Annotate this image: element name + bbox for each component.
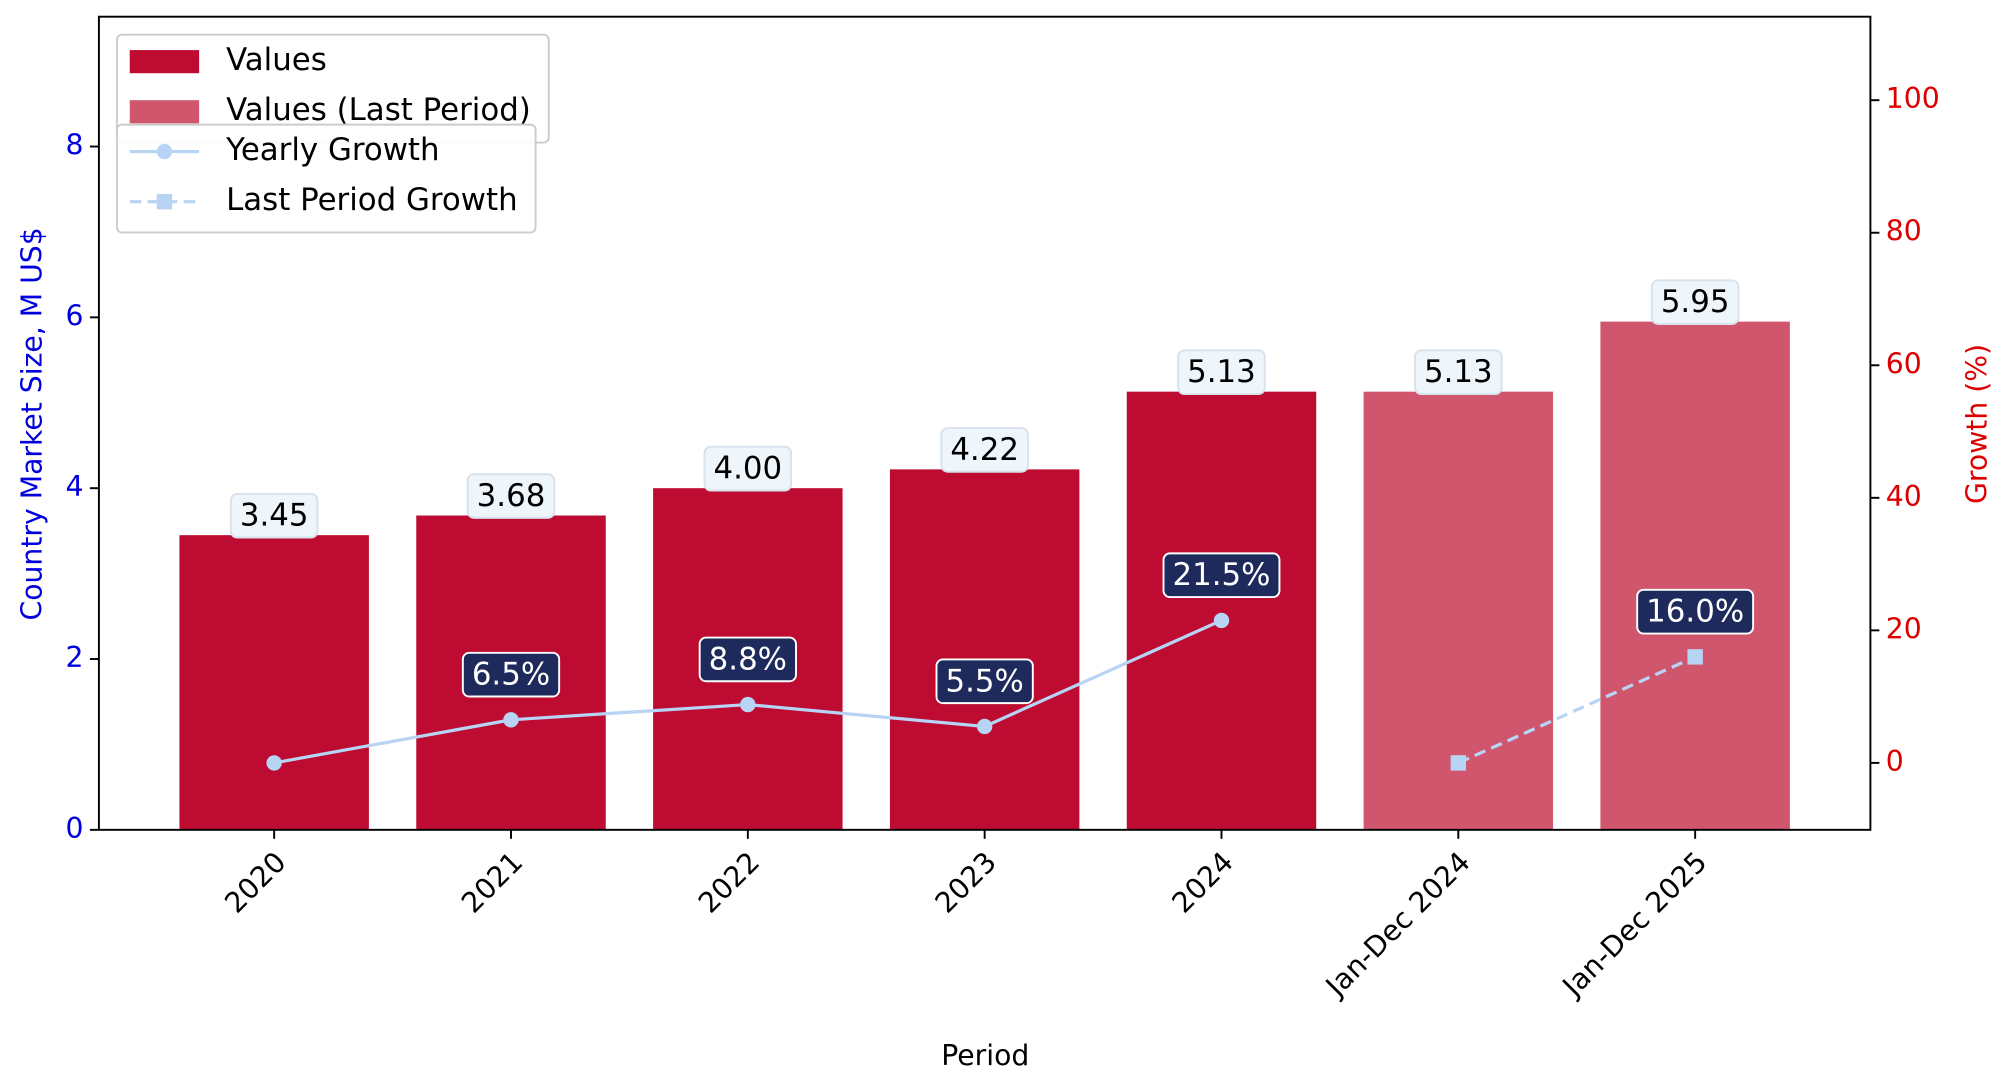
x-tick-label: 2024 xyxy=(1166,845,1240,919)
value-label-text: 5.95 xyxy=(1661,284,1730,320)
value-label-text: 5.13 xyxy=(1187,354,1256,390)
value-label-box xyxy=(698,636,797,683)
value-label: 6.5% xyxy=(461,651,561,698)
value-label-text: 3.68 xyxy=(477,478,546,514)
legend-swatch xyxy=(129,50,200,74)
marker xyxy=(266,755,282,771)
legend-label: Values xyxy=(226,42,327,78)
x-tick-label: 2021 xyxy=(455,845,529,919)
value-label-text: 16.0% xyxy=(1646,594,1744,630)
legend-label: Yearly Growth xyxy=(225,132,439,168)
value-label: 4.22 xyxy=(940,427,1029,473)
marker xyxy=(976,718,993,735)
marker xyxy=(1213,612,1230,629)
value-label-text: 4.22 xyxy=(950,432,1019,468)
value-label: 4.00 xyxy=(703,445,793,492)
value-label: 3.45 xyxy=(229,492,319,539)
y2-axis-label: Growth (%) xyxy=(1960,344,1993,504)
y-tick-label: 4 xyxy=(66,470,84,503)
line xyxy=(1457,655,1696,765)
value-label-box xyxy=(703,445,793,492)
x-tick-label: 2023 xyxy=(929,845,1003,919)
value-label: 8.8% xyxy=(698,636,797,683)
x-tick-label: 2020 xyxy=(218,845,292,919)
legend-label: Values (Last Period) xyxy=(226,92,531,128)
legend: Values Values (Last Period) xyxy=(115,33,550,144)
value-label-box xyxy=(461,651,561,698)
marker xyxy=(1450,755,1467,771)
y-tick-label: 0 xyxy=(66,812,84,845)
value-label-box xyxy=(940,427,1029,473)
bar xyxy=(179,535,369,830)
value-label-box xyxy=(1177,349,1266,395)
value-label-box xyxy=(1162,552,1281,599)
bar xyxy=(1600,321,1790,830)
y2-tick-label: 60 xyxy=(1886,347,1922,380)
legend-marker xyxy=(156,193,173,210)
y-tick-label: 2 xyxy=(66,641,84,674)
legend: Yearly Growth Last Period Growth xyxy=(115,123,537,234)
x-tick-label: Jan-Dec 2025 xyxy=(1555,845,1714,1004)
value-label-text: 6.5% xyxy=(472,657,550,693)
legend-box xyxy=(115,123,537,234)
value-label-text: 5.5% xyxy=(945,663,1023,699)
bar xyxy=(889,469,1080,830)
y2-tick-label: 80 xyxy=(1886,215,1922,248)
x-axis-label: Period xyxy=(941,1039,1029,1072)
value-label-text: 4.00 xyxy=(713,451,782,487)
value-label-text: 5.13 xyxy=(1424,354,1493,390)
legend-marker xyxy=(156,143,173,160)
value-label-box xyxy=(229,492,319,539)
legend-swatch xyxy=(129,100,200,124)
value-label: 5.5% xyxy=(935,658,1034,705)
value-label-box xyxy=(935,658,1034,705)
value-label-text: 8.8% xyxy=(709,641,787,677)
y2-tick-label: 20 xyxy=(1886,612,1922,645)
marker xyxy=(740,696,756,713)
x-tick-label: Jan-Dec 2024 xyxy=(1318,845,1477,1004)
value-label-box xyxy=(466,473,556,519)
marker xyxy=(503,712,519,728)
value-label: 3.68 xyxy=(466,473,556,519)
value-label: 5.13 xyxy=(1177,349,1266,395)
y-tick-label: 8 xyxy=(66,129,84,162)
marker xyxy=(1687,649,1703,665)
value-label-text: 3.45 xyxy=(240,498,309,534)
value-label: 5.95 xyxy=(1650,279,1740,325)
y2-tick-label: 100 xyxy=(1886,82,1940,115)
value-label: 5.13 xyxy=(1414,349,1503,395)
x-tick-label: 2022 xyxy=(692,845,766,919)
y-axis-label: Country Market Size, M US$ xyxy=(15,227,48,620)
value-label-box xyxy=(1636,588,1755,635)
value-label: 16.0% xyxy=(1636,588,1755,635)
legend-label: Last Period Growth xyxy=(226,182,518,218)
bar xyxy=(1126,391,1317,830)
y2-tick-label: 0 xyxy=(1886,745,1904,778)
y2-tick-label: 40 xyxy=(1886,480,1922,513)
value-label-box xyxy=(1414,349,1503,395)
value-label-box xyxy=(1650,279,1740,325)
y-tick-label: 6 xyxy=(66,299,84,332)
value-label: 21.5% xyxy=(1162,552,1281,599)
value-label-text: 21.5% xyxy=(1173,557,1271,593)
